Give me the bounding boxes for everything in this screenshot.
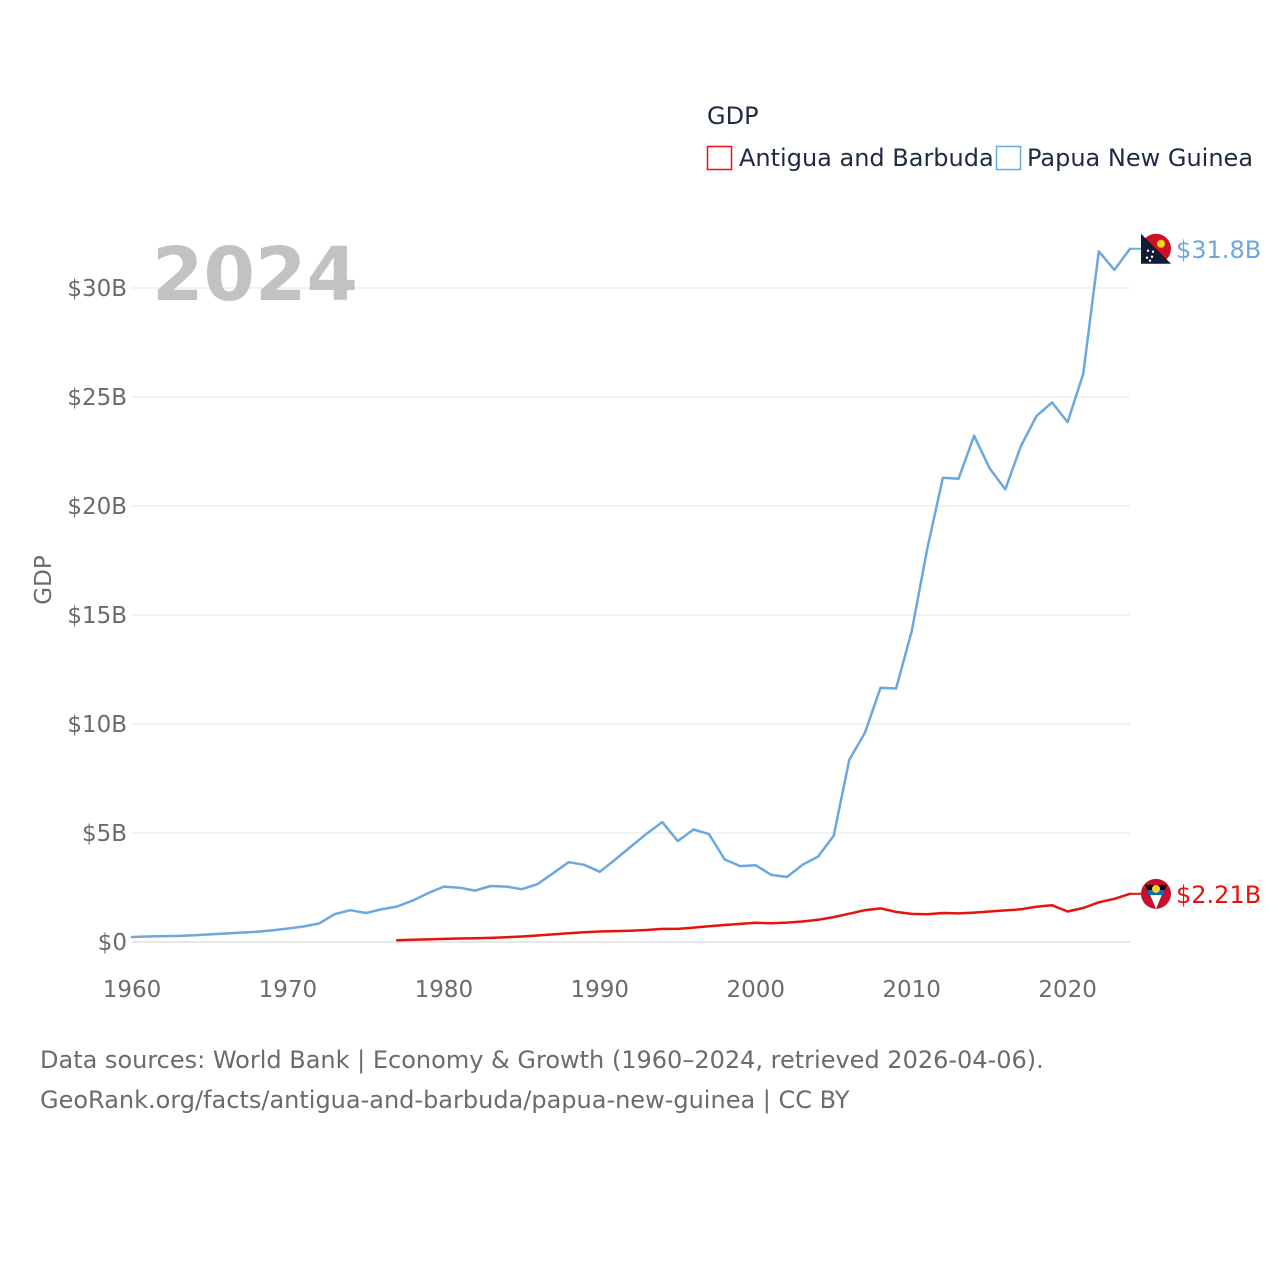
y-axis-label: GDP xyxy=(31,555,57,605)
y-tick-label: $10B xyxy=(67,712,127,738)
source-url-text: GeoRank.org/facts/antigua-and-barbuda/pa… xyxy=(40,1086,850,1114)
legend-label: Antigua and Barbuda xyxy=(739,144,994,172)
x-tick-label: 1980 xyxy=(415,977,474,1003)
gdp-line-chart: GDP Antigua and Barbuda Papua New Guinea … xyxy=(31,102,1261,1003)
legend-swatch xyxy=(706,145,733,171)
y-tick-label: $20B xyxy=(67,494,127,520)
antigua-and-barbuda-flag-icon xyxy=(1141,878,1171,909)
y-tick-label: $0 xyxy=(98,930,127,956)
x-tick-label: 2000 xyxy=(726,977,785,1003)
x-axis-ticks: 1960 1970 1980 1990 2000 2010 2020 xyxy=(103,977,1097,1003)
y-tick-label: $30B xyxy=(67,276,127,302)
x-tick-label: 1970 xyxy=(259,977,318,1003)
series-end-value: $31.8B xyxy=(1176,236,1261,264)
x-tick-label: 2010 xyxy=(882,977,941,1003)
series-lines xyxy=(130,247,1132,942)
year-overlay: 2024 xyxy=(152,232,358,318)
x-tick-label: 2020 xyxy=(1038,977,1097,1003)
x-tick-label: 1990 xyxy=(571,977,630,1003)
legend-label: Papua New Guinea xyxy=(1027,144,1253,172)
footer: Data sources: World Bank | Economy & Gro… xyxy=(40,1040,1044,1120)
legend-item[interactable]: Antigua and Barbuda xyxy=(706,144,994,172)
gridlines xyxy=(132,287,1130,943)
legend[interactable]: Antigua and Barbuda Papua New Guinea xyxy=(706,144,1254,172)
y-tick-label: $5B xyxy=(82,821,127,847)
legend-title: GDP xyxy=(707,102,759,130)
y-tick-label: $25B xyxy=(67,385,127,411)
y-axis-ticks: $0 $5B $10B $15B $20B $25B $30B xyxy=(67,276,127,956)
series-end-labels: $2.21B $31.8B xyxy=(1130,233,1261,909)
legend-item[interactable]: Papua New Guinea xyxy=(995,144,1254,172)
series-line xyxy=(130,247,1132,939)
series-line xyxy=(395,892,1132,942)
papua-new-guinea-flag-icon xyxy=(1141,233,1171,264)
legend-swatch xyxy=(995,145,1022,171)
x-tick-label: 1960 xyxy=(103,977,162,1003)
y-tick-label: $15B xyxy=(67,603,127,629)
data-source-text: Data sources: World Bank | Economy & Gro… xyxy=(40,1046,1044,1074)
series-end-value: $2.21B xyxy=(1176,881,1261,909)
